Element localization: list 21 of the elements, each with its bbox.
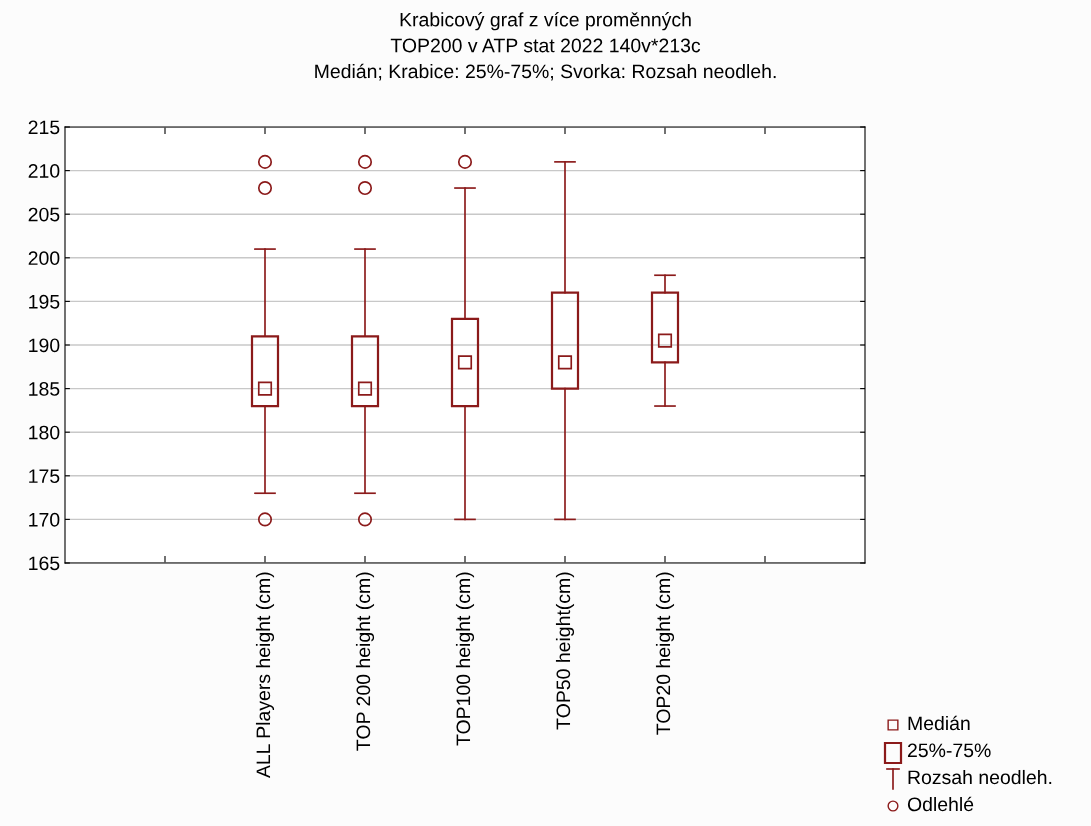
y-tick-label: 180 (29, 425, 60, 440)
text: 25%-75% (907, 743, 991, 758)
text: Odlehlé (907, 796, 974, 812)
chart-title: Krabicový graf z více proměnných TOP200 v ATP stat 2022 140v*213c Medián; Krabice: 25%-75%; Svorka: Rozsah neodleh. (315, 12, 776, 81)
text: Rozsah neodleh. (908, 769, 1052, 785)
y-tick-label: 175 (29, 469, 60, 484)
y-tick-label: 215 (28, 120, 60, 135)
y-tick-label: 165 (29, 556, 60, 571)
y-tick-label: 190 (29, 338, 60, 353)
x-tick-label: TOP100 height (cm) (455, 572, 475, 746)
x-tick-label: ALL Players height (cm) (255, 572, 275, 779)
y-tick-label: 195 (29, 294, 60, 309)
y-tick-label: 185 (29, 382, 60, 396)
y-tick-label: 205 (28, 207, 60, 222)
x-tick-label: TOP 200 height (cm) (355, 572, 375, 751)
y-tick-label: 200 (28, 251, 60, 266)
x-tick-label: TOP20 height (cm) (655, 572, 675, 735)
y-tick-label: 210 (28, 164, 60, 178)
x-tick-label: TOP50 height(cm) (555, 572, 575, 730)
text: Medián (908, 715, 970, 731)
y-tick-label: 170 (29, 512, 60, 527)
